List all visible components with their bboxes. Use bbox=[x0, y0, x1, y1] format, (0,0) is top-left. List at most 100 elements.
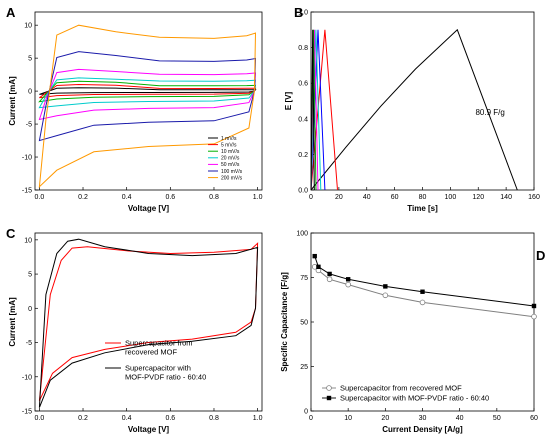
panel-c-xlabel: Voltage [V] bbox=[128, 425, 170, 434]
panel-d-ytick-label: 75 bbox=[300, 275, 308, 282]
panel-b-xlabel: Time [s] bbox=[407, 204, 438, 213]
panel-a-legend-label-3: 20 mV/s bbox=[221, 156, 240, 162]
panel-b-ytick-label: 0.2 bbox=[298, 152, 308, 159]
panel-b-ytick-label: 0.0 bbox=[298, 188, 308, 195]
panel-d-xtick-label: 50 bbox=[493, 415, 501, 422]
panel-d-point-1 bbox=[327, 271, 332, 277]
panel-a-series-3 bbox=[38, 77, 257, 109]
panel-c-series-0 bbox=[38, 242, 259, 401]
panel-d-point-0 bbox=[326, 276, 333, 283]
panel-a-ytick-label: 0 bbox=[28, 89, 32, 96]
panel-c-series-1 bbox=[38, 238, 259, 408]
panel-d-xtick-label: 0 bbox=[309, 415, 313, 422]
panel-d-xtick-label: 40 bbox=[456, 415, 464, 422]
panel-a-xtick-label: 0.2 bbox=[78, 194, 88, 201]
panel-a-legend-label-4: 50 mV/s bbox=[221, 162, 240, 168]
panel-d-letter: D bbox=[536, 248, 545, 263]
panel-c-ytick-label: -10 bbox=[22, 374, 32, 381]
panel-a-series-1 bbox=[39, 83, 257, 99]
panel-d-legend-label-0: Supercapacitor from recovered MOF bbox=[340, 384, 462, 393]
panel-d-xtick-label: 20 bbox=[381, 415, 389, 422]
panel-b-ytick-label: 0.4 bbox=[298, 116, 308, 123]
panel-d-point-0 bbox=[345, 281, 351, 288]
panel-b-xtick-label: 40 bbox=[363, 194, 371, 201]
panel-d-legend-marker-0 bbox=[326, 385, 332, 391]
panel-a-xtick-label: 0.6 bbox=[165, 194, 175, 201]
panel-a-ylabel: Current [mA] bbox=[8, 76, 17, 126]
panel-d-point-0 bbox=[382, 292, 389, 299]
panel-b-xtick-label: 80 bbox=[419, 194, 427, 201]
panel-d-ylabel: Specific Capacitance [F/g] bbox=[280, 272, 289, 372]
panel-a-ytick-label: -10 bbox=[22, 155, 32, 162]
panel-a-ytick-label: 10 bbox=[24, 23, 32, 30]
panel-d-point-1 bbox=[316, 264, 321, 270]
panel-d-point-1 bbox=[312, 253, 317, 259]
panel-d-xlabel: Current Density [A/g] bbox=[382, 425, 463, 434]
panel-c-xtick-label: 0.8 bbox=[209, 415, 219, 422]
panel-b-xtick-label: 160 bbox=[528, 194, 540, 201]
panel-a-xtick-label: 1.0 bbox=[253, 194, 263, 201]
panel-c-ylabel: Current [mA] bbox=[8, 297, 17, 347]
panel-a-plot-frame bbox=[34, 11, 263, 191]
panel-b-annotation: 80.9 F/g bbox=[475, 108, 504, 117]
panel-c-xtick-label: 1.0 bbox=[253, 415, 263, 422]
panel-a-legend-label-2: 10 mV/s bbox=[221, 149, 240, 155]
panel-c-legend-label-0: Supercapacitor from recovered MOF bbox=[125, 339, 193, 357]
panel-c-legend-label-1: Supercapacitor with MOF-PVDF ratio - 60:4… bbox=[125, 364, 206, 382]
panel-a-series-6 bbox=[38, 24, 257, 188]
panel-a-ytick-label: -15 bbox=[22, 188, 32, 195]
panel-a-letter: A bbox=[6, 5, 16, 20]
panel-a-legend-label-1: 5 mV/s bbox=[221, 142, 237, 148]
panel-d-legend-label-1: Supercapacitor with MOF-PVDF ratio - 60:… bbox=[340, 394, 489, 403]
panel-c-plot-frame bbox=[34, 232, 263, 412]
panel-a-xlabel: Voltage [V] bbox=[128, 204, 170, 213]
panel-a-legend-label-0: 1 mV/s bbox=[221, 136, 237, 142]
panel-b-xtick-label: 140 bbox=[500, 194, 512, 201]
panel-d-point-0 bbox=[531, 313, 537, 320]
panel-c-xtick-label: 0.4 bbox=[122, 415, 132, 422]
panel-d-xtick-label: 30 bbox=[419, 415, 427, 422]
panel-d-ytick-label: 100 bbox=[296, 231, 308, 238]
panel-c-xtick-label: 0.0 bbox=[34, 415, 44, 422]
panel-b-ytick-label: 0.6 bbox=[298, 81, 308, 88]
panel-b-letter: B bbox=[294, 5, 303, 20]
panel-b-series-0 bbox=[310, 28, 518, 191]
panel-a-ytick-label: 5 bbox=[28, 56, 32, 63]
panel-d-ytick-label: 50 bbox=[300, 320, 308, 327]
panel-c-xtick-label: 0.6 bbox=[165, 415, 175, 422]
panel-b-ytick-label: 1.0 bbox=[298, 10, 308, 17]
panel-d-xtick-label: 60 bbox=[530, 415, 538, 422]
panel-d-ytick-label: 0 bbox=[304, 409, 308, 416]
panel-a-xtick-label: 0.4 bbox=[122, 194, 132, 201]
panel-a-legend-label-6: 200 mV/s bbox=[221, 175, 243, 181]
panel-a-series-5 bbox=[38, 51, 257, 142]
panel-b-series-6 bbox=[310, 29, 315, 191]
panel-c-ytick-label: 0 bbox=[28, 306, 32, 313]
panel-a-series-4 bbox=[38, 68, 257, 121]
panel-c-ytick-label: 5 bbox=[28, 272, 32, 279]
panel-c-ytick-label: -15 bbox=[22, 409, 32, 416]
panel-c-xtick-label: 0.2 bbox=[78, 415, 88, 422]
panel-a-series-0 bbox=[39, 87, 257, 95]
panel-d-legend-marker-1 bbox=[326, 395, 332, 401]
panel-c-ytick-label: -5 bbox=[26, 340, 32, 347]
panel-a-legend-label-5: 100 mV/s bbox=[221, 169, 243, 175]
panel-d-point-1 bbox=[345, 277, 351, 282]
panel-b-xtick-label: 100 bbox=[445, 194, 457, 201]
panel-c-letter: C bbox=[6, 226, 16, 241]
panel-b-ytick-label: 0.8 bbox=[298, 45, 308, 52]
panel-b-ylabel: E [V] bbox=[284, 92, 293, 111]
panel-d-point-0 bbox=[419, 299, 426, 306]
panel-d-point-1 bbox=[531, 303, 537, 309]
panel-b-xtick-label: 120 bbox=[472, 194, 484, 201]
panel-a-ytick-label: -5 bbox=[26, 122, 32, 129]
panel-b-plot-frame bbox=[310, 11, 535, 191]
panel-d-ytick-label: 25 bbox=[300, 364, 308, 371]
panel-a-xtick-label: 0.0 bbox=[34, 194, 44, 201]
panel-a-series-2 bbox=[38, 80, 257, 103]
panel-b-xtick-label: 60 bbox=[391, 194, 399, 201]
panel-b-xtick-label: 20 bbox=[335, 194, 343, 201]
panel-b-xtick-label: 0 bbox=[309, 194, 313, 201]
panel-a-xtick-label: 0.8 bbox=[209, 194, 219, 201]
